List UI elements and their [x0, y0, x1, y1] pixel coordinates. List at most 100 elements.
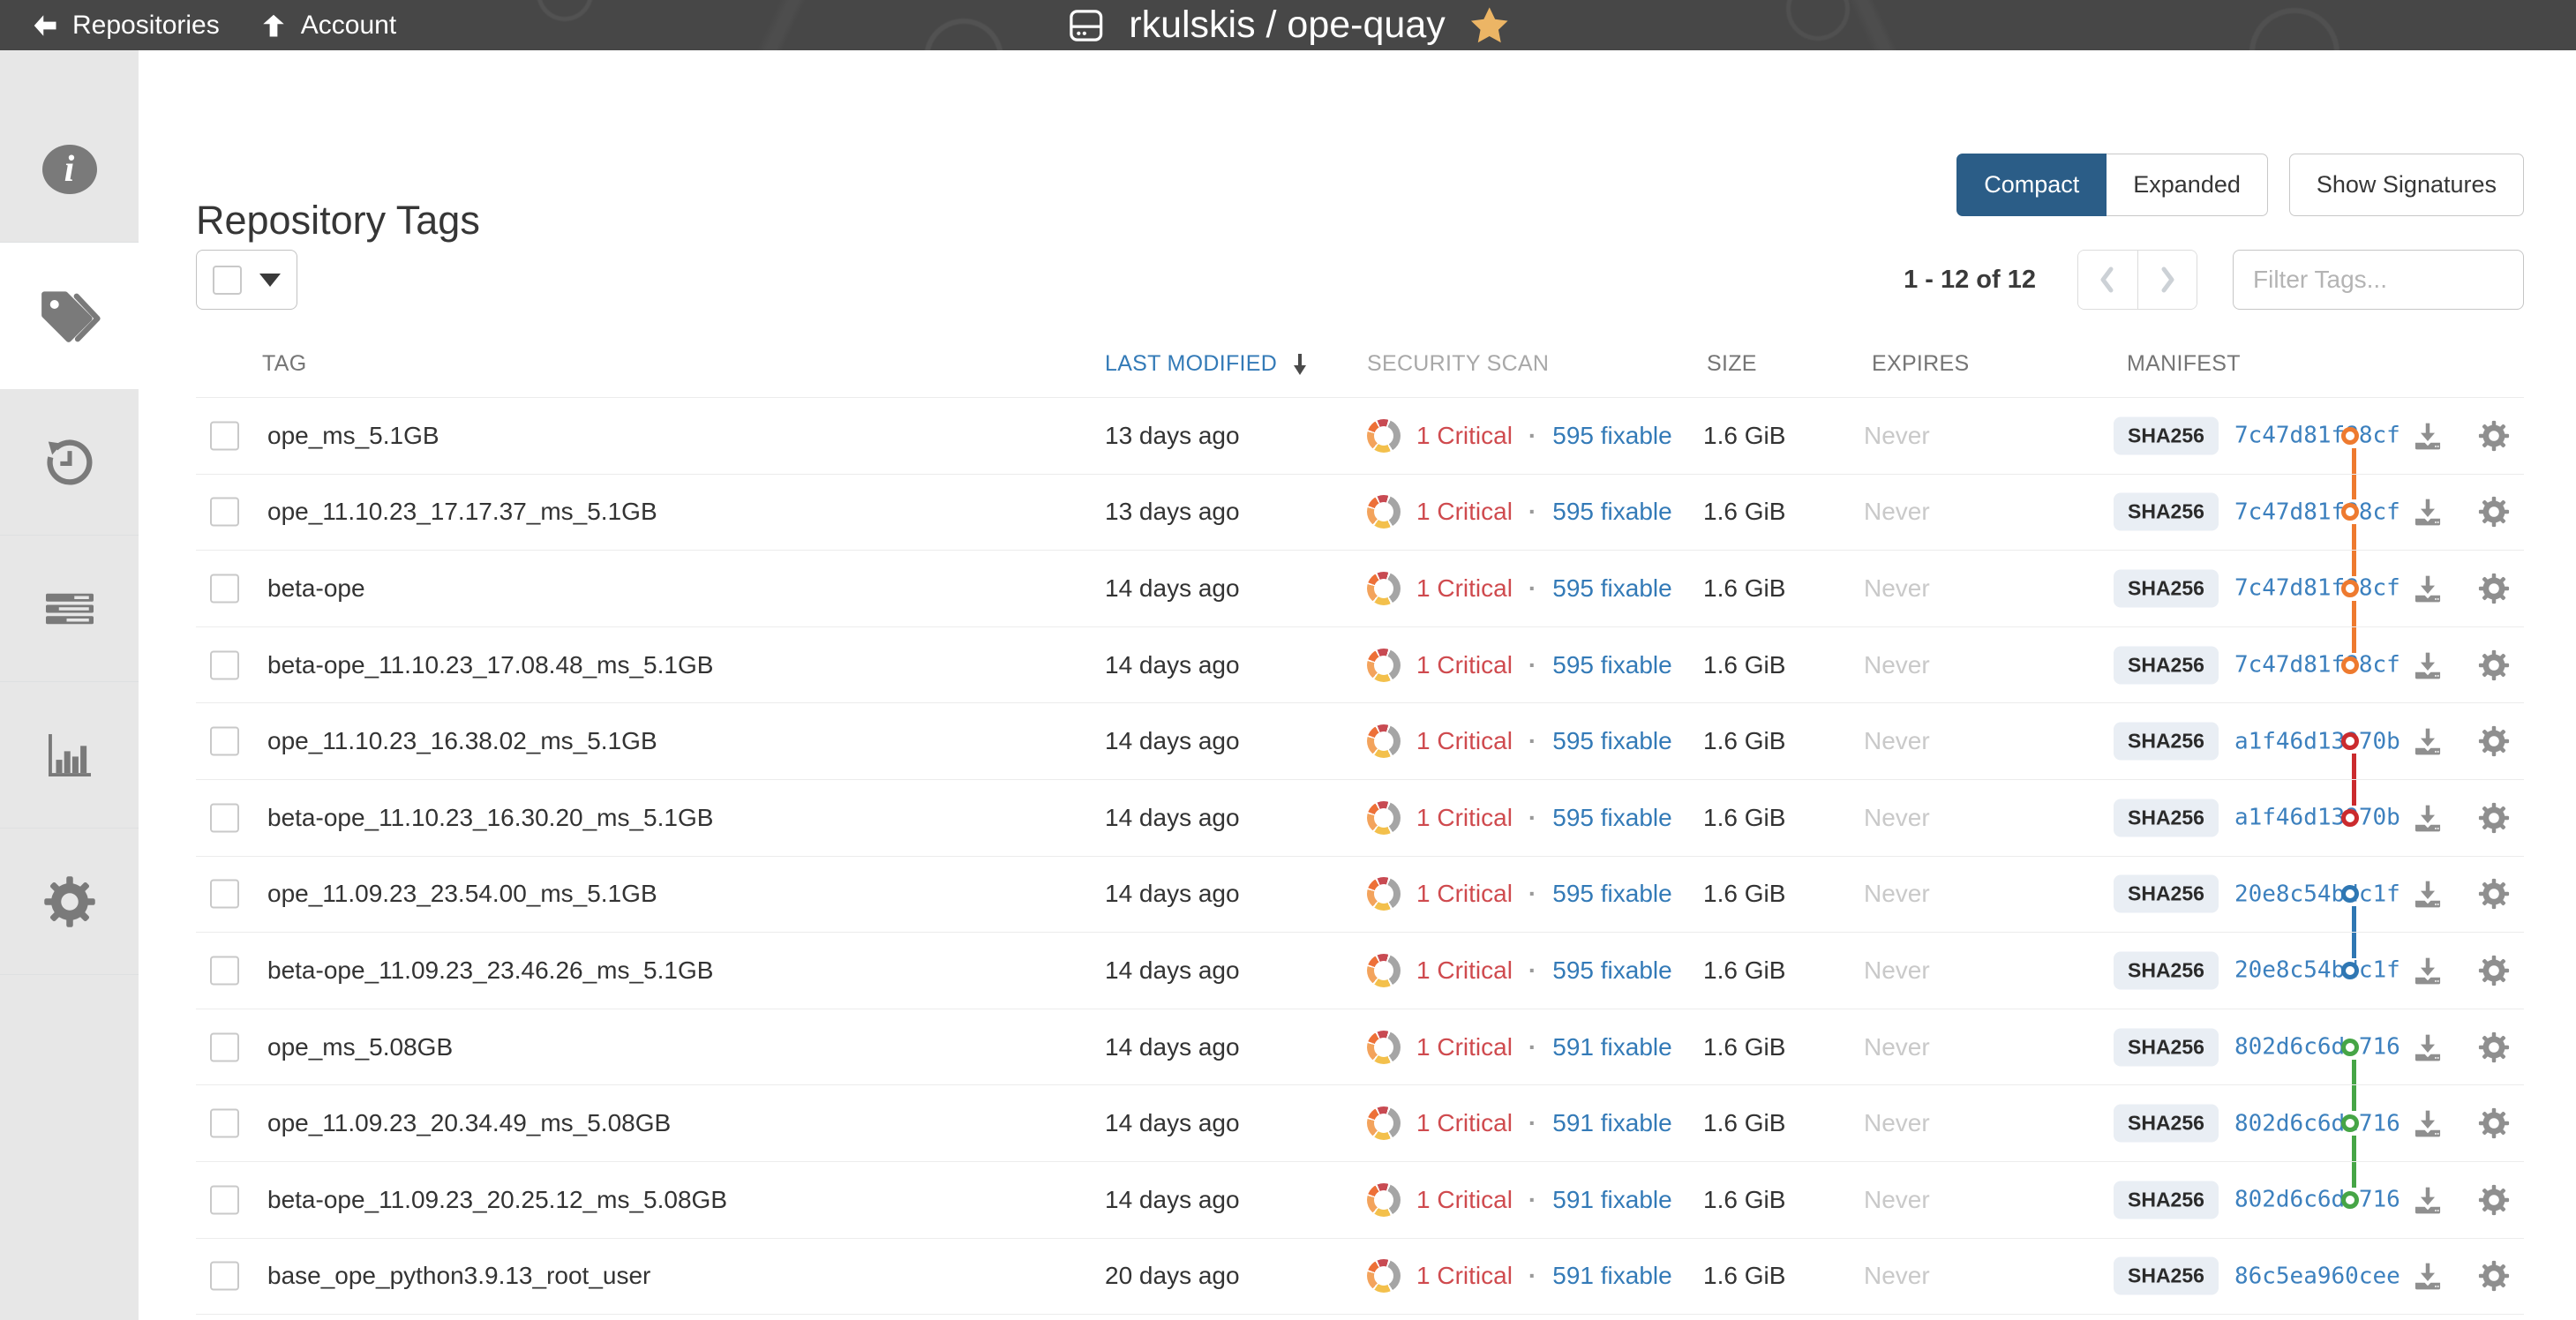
sidebar-item-history[interactable]	[0, 389, 139, 536]
vulnerability-donut-icon[interactable]	[1367, 495, 1401, 529]
sidebar-item-tags[interactable]	[0, 243, 139, 389]
vulnerability-donut-icon[interactable]	[1367, 571, 1401, 605]
tag-options-button[interactable]	[2477, 801, 2511, 835]
row-checkbox[interactable]	[210, 956, 239, 986]
vulnerability-donut-icon[interactable]	[1367, 1030, 1401, 1064]
fixable-count-link[interactable]: 591 fixable	[1552, 1262, 1672, 1290]
fetch-tag-button[interactable]	[2412, 725, 2444, 757]
vulnerability-donut-icon[interactable]	[1367, 1182, 1401, 1217]
tag-options-button[interactable]	[2477, 954, 2511, 987]
manifest-hash-link[interactable]: 7c47d81f88cf	[2234, 574, 2400, 602]
vulnerability-donut-icon[interactable]	[1367, 648, 1401, 682]
fixable-count-link[interactable]: 591 fixable	[1552, 1032, 1672, 1061]
tag-name: ope_ms_5.08GB	[267, 1032, 454, 1061]
fetch-tag-button[interactable]	[2412, 496, 2444, 528]
manifest-hash-link[interactable]: a1f46d13970b	[2234, 804, 2400, 831]
row-checkbox[interactable]	[210, 803, 239, 833]
manifest-hash-link[interactable]: 7c47d81f88cf	[2234, 422, 2400, 449]
fixable-count-link[interactable]: 595 fixable	[1552, 498, 1672, 526]
row-checkbox[interactable]	[210, 421, 239, 451]
tag-options-button[interactable]	[2477, 724, 2511, 758]
expires-value: Never	[1864, 650, 1930, 679]
fetch-tag-button[interactable]	[2412, 420, 2444, 452]
tag-row: ope_11.09.23_20.34.49_ms_5.08GB 14 days …	[196, 1084, 2524, 1161]
tag-options-button[interactable]	[2477, 1259, 2511, 1293]
manifest-hash-link[interactable]: 20e8c54bdc1f	[2234, 881, 2400, 908]
bulk-select-dropdown[interactable]	[196, 250, 297, 310]
expanded-toggle-button[interactable]: Expanded	[2107, 154, 2268, 216]
security-scan-cell: 1 Critical · 595 fixable	[1367, 495, 1672, 529]
vulnerability-donut-icon[interactable]	[1367, 953, 1401, 987]
row-checkbox[interactable]	[210, 1032, 239, 1062]
next-page-button[interactable]	[2137, 251, 2197, 309]
tag-options-button[interactable]	[2477, 495, 2511, 529]
fetch-tag-button[interactable]	[2412, 1031, 2444, 1063]
tag-row: ope_ms_5.08GB 14 days ago 1 Critical · 5…	[196, 1008, 2524, 1085]
fixable-count-link[interactable]: 591 fixable	[1552, 1109, 1672, 1137]
manifest-hash-link[interactable]: 7c47d81f88cf	[2234, 651, 2400, 679]
vulnerability-donut-icon[interactable]	[1367, 1106, 1401, 1141]
select-all-checkbox[interactable]	[213, 265, 242, 295]
top-navigation-bar: Repositories Account rkulskis / ope-quay	[0, 0, 2576, 50]
sidebar-item-builds[interactable]	[0, 536, 139, 682]
fetch-tag-button[interactable]	[2412, 1260, 2444, 1292]
fetch-tag-button[interactable]	[2412, 1107, 2444, 1139]
filter-tags-input[interactable]	[2233, 250, 2524, 310]
manifest-hash-link[interactable]: a1f46d13970b	[2234, 728, 2400, 755]
timeline-node	[2341, 426, 2359, 445]
previous-page-button[interactable]	[2078, 251, 2138, 309]
row-checkbox[interactable]	[210, 1185, 239, 1215]
compact-toggle-button[interactable]: Compact	[1956, 154, 2107, 216]
row-checkbox[interactable]	[210, 1261, 239, 1291]
fixable-count-link[interactable]: 591 fixable	[1552, 1185, 1672, 1213]
vulnerability-donut-icon[interactable]	[1367, 877, 1401, 911]
vulnerability-donut-icon[interactable]	[1367, 1259, 1401, 1294]
sidebar-item-usage-logs[interactable]	[0, 682, 139, 829]
row-checkbox[interactable]	[210, 1108, 239, 1138]
fetch-tag-button[interactable]	[2412, 573, 2444, 604]
tag-options-button[interactable]	[2477, 1106, 2511, 1140]
column-header-last-modified[interactable]: LAST MODIFIED	[1105, 351, 1309, 377]
fixable-count-link[interactable]: 595 fixable	[1552, 956, 1672, 984]
manifest-hash-link[interactable]: 86c5ea960cee	[2234, 1263, 2400, 1290]
security-scan-cell: 1 Critical · 595 fixable	[1367, 800, 1672, 835]
fetch-tag-button[interactable]	[2412, 1184, 2444, 1216]
nav-repositories[interactable]: Repositories	[32, 11, 220, 41]
sidebar-item-settings[interactable]	[0, 829, 139, 975]
fetch-tag-button[interactable]	[2412, 802, 2444, 834]
row-checkbox[interactable]	[210, 726, 239, 756]
manifest-hash-link[interactable]: 802d6c6de716	[2234, 1186, 2400, 1213]
fixable-count-link[interactable]: 595 fixable	[1552, 421, 1672, 449]
vulnerability-donut-icon[interactable]	[1367, 418, 1401, 453]
sidebar-item-info[interactable]: i	[0, 96, 139, 243]
fixable-count-link[interactable]: 595 fixable	[1552, 880, 1672, 908]
tag-options-button[interactable]	[2477, 649, 2511, 682]
tag-options-button[interactable]	[2477, 419, 2511, 453]
row-checkbox[interactable]	[210, 497, 239, 527]
tag-options-button[interactable]	[2477, 877, 2511, 911]
show-signatures-button[interactable]: Show Signatures	[2288, 154, 2524, 216]
row-checkbox[interactable]	[210, 574, 239, 604]
tag-options-button[interactable]	[2477, 572, 2511, 605]
manifest-hash-link[interactable]: 802d6c6de716	[2234, 1033, 2400, 1061]
topbar-nav: Repositories Account	[32, 0, 396, 50]
fetch-tag-button[interactable]	[2412, 955, 2444, 986]
nav-account[interactable]: Account	[260, 11, 396, 41]
download-icon	[2415, 499, 2441, 526]
manifest-hash-link[interactable]: 7c47d81f88cf	[2234, 499, 2400, 526]
vulnerability-donut-icon[interactable]	[1367, 800, 1401, 835]
vulnerability-donut-icon[interactable]	[1367, 724, 1401, 759]
star-icon[interactable]	[1468, 4, 1511, 47]
tag-options-button[interactable]	[2477, 1031, 2511, 1064]
manifest-hash-link[interactable]: 20e8c54bdc1f	[2234, 956, 2400, 984]
fixable-count-link[interactable]: 595 fixable	[1552, 727, 1672, 755]
fixable-count-link[interactable]: 595 fixable	[1552, 803, 1672, 831]
fixable-count-link[interactable]: 595 fixable	[1552, 574, 1672, 602]
tag-options-button[interactable]	[2477, 1183, 2511, 1217]
row-checkbox[interactable]	[210, 650, 239, 680]
manifest-hash-link[interactable]: 802d6c6de716	[2234, 1110, 2400, 1137]
fixable-count-link[interactable]: 595 fixable	[1552, 650, 1672, 679]
fetch-tag-button[interactable]	[2412, 649, 2444, 681]
row-checkbox[interactable]	[210, 879, 239, 909]
fetch-tag-button[interactable]	[2412, 878, 2444, 910]
